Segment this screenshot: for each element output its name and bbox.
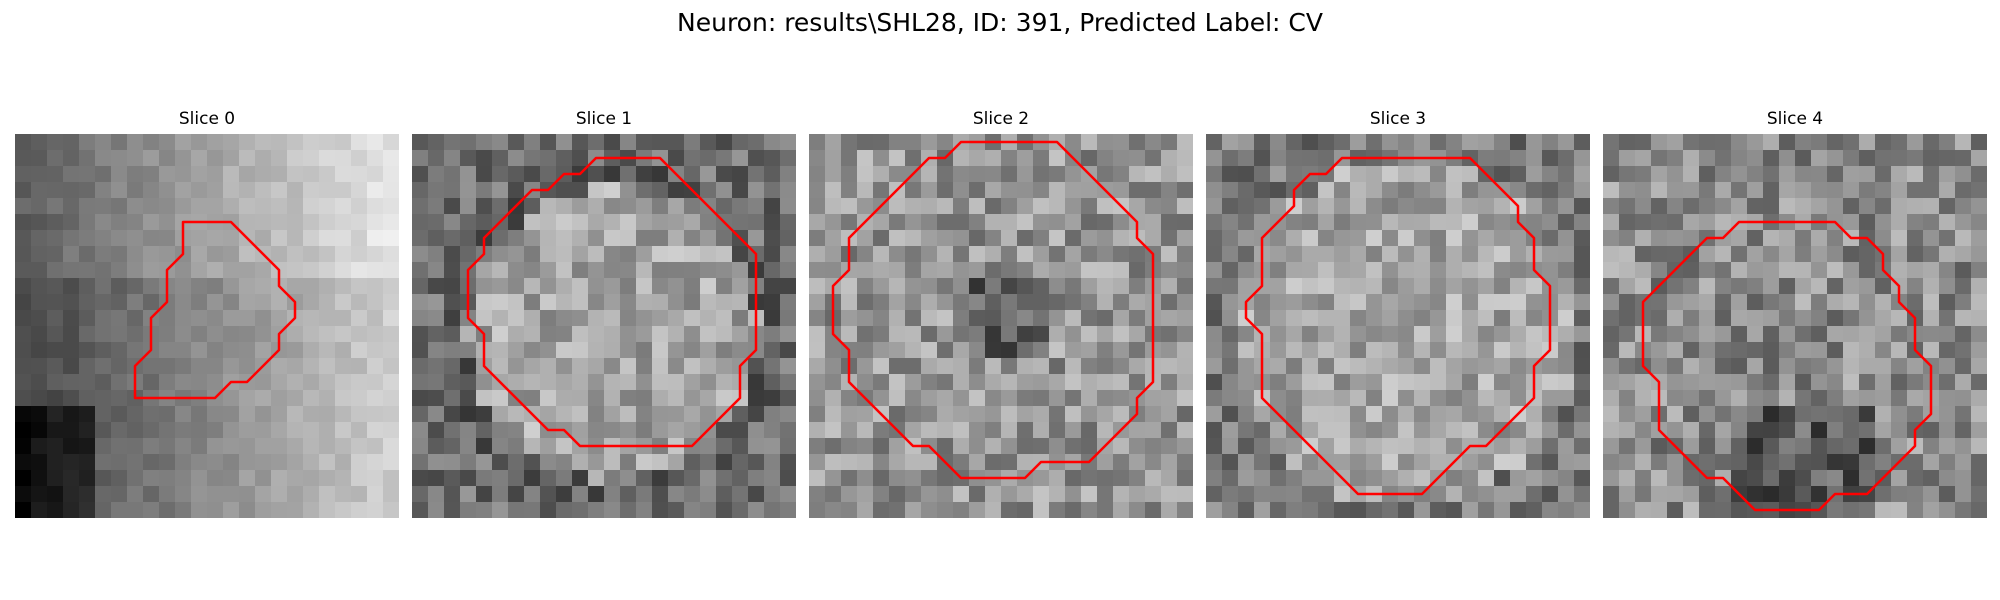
slice-image: [412, 134, 796, 518]
roi-contour: [1244, 156, 1552, 496]
slice-title: Slice 1: [575, 109, 633, 129]
figure-title: Neuron: results\SHL28, ID: 391, Predicte…: [677, 8, 1323, 37]
roi-contour-overlay: [1641, 220, 1933, 512]
roi-contour-overlay: [1244, 156, 1552, 496]
roi-contour: [133, 220, 297, 400]
roi-contour: [831, 140, 1155, 480]
roi-contour-overlay: [831, 140, 1155, 480]
slice-title: Slice 4: [1766, 109, 1824, 129]
slice-image: [809, 134, 1193, 518]
slice-image: [1603, 134, 1987, 518]
roi-contour-overlay: [133, 220, 297, 400]
roi-contour: [1641, 220, 1933, 512]
grayscale-pixel-grid: [1206, 134, 1590, 518]
slice-title: Slice 2: [972, 109, 1030, 129]
roi-contour: [466, 156, 758, 448]
slice-image: [15, 134, 399, 518]
grayscale-pixel-grid: [15, 134, 399, 518]
slice-title: Slice 0: [178, 109, 236, 129]
grayscale-pixel-grid: [809, 134, 1193, 518]
roi-contour-overlay: [466, 156, 758, 448]
slice-image: [1206, 134, 1590, 518]
grayscale-pixel-grid: [1603, 134, 1987, 518]
slice-title: Slice 3: [1369, 109, 1427, 129]
